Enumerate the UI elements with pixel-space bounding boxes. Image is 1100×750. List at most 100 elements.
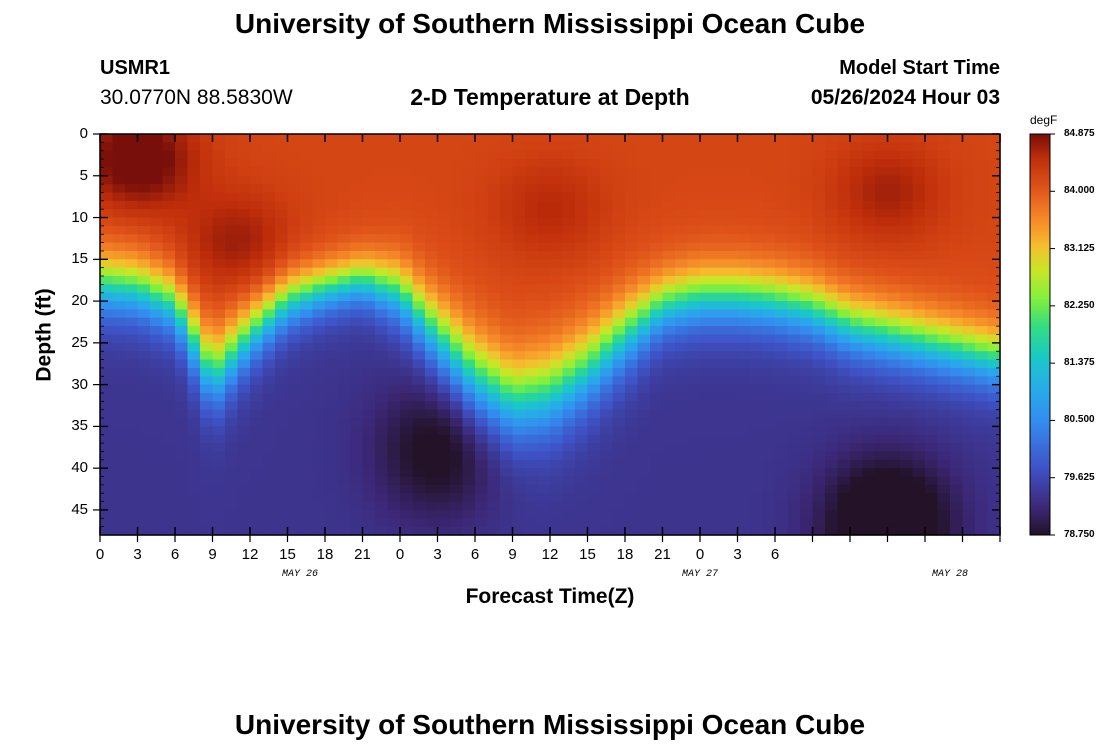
heatmap-cell bbox=[212, 292, 226, 302]
heatmap-cell bbox=[862, 134, 876, 143]
heatmap-cell bbox=[412, 476, 426, 486]
heatmap-cell bbox=[937, 317, 951, 327]
heatmap-cell bbox=[650, 401, 664, 411]
heatmap-cell bbox=[825, 200, 839, 210]
heatmap-cell bbox=[475, 376, 489, 386]
heatmap-cell bbox=[300, 409, 314, 419]
heatmap-cell bbox=[450, 217, 464, 227]
heatmap-cell bbox=[437, 276, 451, 285]
heatmap-cell bbox=[600, 351, 614, 361]
heatmap-cell bbox=[750, 317, 764, 327]
heatmap-cell bbox=[787, 334, 801, 344]
heatmap-cell bbox=[662, 401, 676, 411]
heatmap-cell bbox=[612, 401, 626, 411]
heatmap-cell bbox=[450, 309, 464, 319]
heatmap-cell bbox=[275, 359, 289, 369]
heatmap-cell bbox=[575, 359, 589, 369]
heatmap-cell bbox=[250, 351, 264, 361]
heatmap-cell bbox=[575, 150, 589, 160]
heatmap-cell bbox=[237, 292, 251, 302]
heatmap-cell bbox=[350, 351, 364, 361]
heatmap-cell bbox=[500, 351, 514, 361]
heatmap-cell bbox=[287, 384, 301, 394]
heatmap-cell bbox=[537, 501, 551, 511]
heatmap-cell bbox=[575, 242, 589, 252]
x-axis-label: Forecast Time(Z) bbox=[465, 585, 635, 608]
heatmap-cell bbox=[662, 259, 676, 269]
heatmap-cell bbox=[300, 276, 314, 285]
heatmap-cell bbox=[550, 468, 564, 478]
heatmap-cell bbox=[512, 384, 526, 394]
heatmap-cell bbox=[475, 259, 489, 269]
heatmap-cell bbox=[975, 242, 989, 252]
heatmap-cell bbox=[275, 150, 289, 160]
heatmap-cell bbox=[937, 418, 951, 427]
heatmap-cell bbox=[537, 217, 551, 227]
heatmap-cell bbox=[562, 242, 576, 252]
heatmap-cell bbox=[350, 142, 364, 152]
heatmap-cell bbox=[825, 284, 839, 294]
heatmap-cell bbox=[475, 250, 489, 260]
heatmap-cell bbox=[225, 459, 239, 469]
heatmap-cell bbox=[762, 301, 776, 311]
heatmap-cell bbox=[700, 209, 714, 219]
heatmap-cell bbox=[725, 342, 739, 352]
heatmap-cell bbox=[925, 142, 939, 152]
heatmap-cell bbox=[662, 426, 676, 436]
heatmap-cell bbox=[925, 518, 939, 528]
heatmap-cell bbox=[125, 159, 139, 169]
heatmap-cell bbox=[650, 317, 664, 327]
heatmap-cell bbox=[300, 367, 314, 377]
heatmap-cell bbox=[275, 159, 289, 169]
heatmap-cell bbox=[737, 225, 751, 235]
heatmap-cell bbox=[237, 309, 251, 319]
heatmap-cell bbox=[712, 150, 726, 160]
heatmap-cell bbox=[500, 250, 514, 260]
heatmap-cell bbox=[150, 468, 164, 478]
heatmap-cell bbox=[437, 142, 451, 152]
heatmap-cell bbox=[700, 200, 714, 210]
heatmap-cell bbox=[937, 468, 951, 478]
heatmap-cell bbox=[412, 518, 426, 528]
heatmap-cell bbox=[637, 493, 651, 503]
heatmap-cell bbox=[962, 351, 976, 361]
heatmap-cell bbox=[637, 476, 651, 486]
heatmap-cell bbox=[487, 426, 501, 436]
heatmap-cell bbox=[687, 250, 701, 260]
heatmap-cell bbox=[237, 150, 251, 160]
heatmap-cell bbox=[700, 468, 714, 478]
heatmap-cell bbox=[437, 451, 451, 461]
heatmap-cell bbox=[650, 184, 664, 194]
heatmap-cell bbox=[550, 175, 564, 185]
heatmap-cell bbox=[150, 392, 164, 402]
heatmap-cell bbox=[812, 284, 826, 294]
heatmap-cell bbox=[962, 367, 976, 377]
heatmap-cell bbox=[475, 468, 489, 478]
heatmap-cell bbox=[662, 459, 676, 469]
heatmap-cell bbox=[300, 184, 314, 194]
heatmap-cell bbox=[950, 401, 964, 411]
heatmap-cell bbox=[487, 376, 501, 386]
x-tick-label: 12 bbox=[241, 546, 259, 563]
heatmap-cell bbox=[950, 509, 964, 519]
heatmap-cell bbox=[825, 142, 839, 152]
heatmap-cell bbox=[250, 150, 264, 160]
heatmap-cell bbox=[337, 200, 351, 210]
heatmap-cell bbox=[975, 317, 989, 327]
date-label: MAY 28 bbox=[931, 569, 969, 580]
heatmap-cell bbox=[862, 476, 876, 486]
heatmap-cell bbox=[425, 468, 439, 478]
heatmap-cell bbox=[925, 526, 939, 536]
heatmap-cell bbox=[237, 217, 251, 227]
heatmap-cell bbox=[787, 392, 801, 402]
heatmap-cell bbox=[100, 175, 114, 185]
heatmap-cell bbox=[312, 384, 326, 394]
heatmap-cell bbox=[150, 167, 164, 177]
heatmap-cell bbox=[575, 200, 589, 210]
heatmap-cell bbox=[412, 459, 426, 469]
heatmap-cell bbox=[925, 493, 939, 503]
heatmap-cell bbox=[275, 301, 289, 311]
heatmap-cell bbox=[187, 459, 201, 469]
heatmap-cell bbox=[475, 317, 489, 327]
heatmap-cell bbox=[937, 150, 951, 160]
